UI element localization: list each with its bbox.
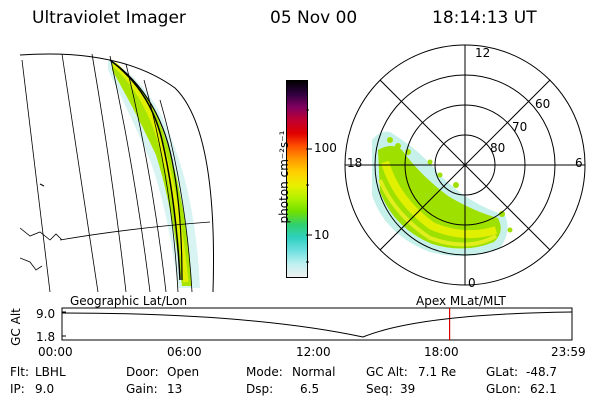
door-value: Open	[167, 365, 200, 379]
mlt-label-18: 18	[347, 156, 363, 170]
instrument-title: Ultraviolet Imager	[32, 8, 186, 28]
time-label: 18:14:13 UT	[432, 8, 537, 28]
glon-label: GLon:	[486, 382, 521, 396]
glat-value: -48.7	[526, 365, 558, 379]
filter-value: LBHL	[35, 365, 66, 379]
filter-label: Flt:	[10, 365, 29, 379]
alt-tick-min: 1.8	[36, 330, 56, 344]
dsp-label: Dsp:	[246, 382, 274, 396]
alt-tick-max: 9.0	[36, 307, 56, 321]
gain-label: Gain:	[126, 382, 158, 396]
glat-label: GLat:	[486, 365, 519, 379]
lat-label-80: 80	[490, 141, 506, 155]
dsp-value: 6.5	[300, 382, 320, 396]
gain-value: 13	[167, 382, 183, 396]
geographic-panel-label: Geographic Lat/Lon	[70, 294, 188, 308]
alt-x-tick-end: 23:59	[551, 345, 586, 359]
alt-x-tick-18: 18:00	[424, 345, 459, 359]
gcalt-label: GC Alt:	[366, 365, 408, 379]
alt-x-tick-0: 00:00	[38, 345, 73, 359]
glon-value: 62.1	[530, 382, 557, 396]
seq-label: Seq:	[366, 382, 393, 396]
date-label: 05 Nov 00	[270, 8, 358, 28]
door-label: Door:	[126, 365, 159, 379]
mlt-label-6: 6	[575, 156, 583, 170]
gcalt-value: 7.1 Re	[418, 365, 457, 379]
mlt-label-12: 12	[475, 46, 491, 60]
mode-value: Normal	[292, 365, 336, 379]
mode-label: Mode:	[246, 365, 283, 379]
colorbar-tick-10: 10	[314, 228, 330, 242]
alt-x-tick-6: 06:00	[167, 345, 202, 359]
colorbar	[286, 80, 308, 278]
alt-x-tick-12: 12:00	[296, 345, 331, 359]
colorbar-tick-100: 100	[314, 141, 337, 155]
seq-value: 39	[400, 382, 416, 396]
ip-value: 9.0	[35, 382, 55, 396]
ip-label: IP:	[10, 382, 25, 396]
lat-label-70: 70	[512, 120, 528, 134]
polar-panel-label: Apex MLat/MLT	[416, 294, 506, 308]
mlt-label-0: 0	[468, 276, 476, 290]
lat-label-60: 60	[535, 97, 551, 111]
